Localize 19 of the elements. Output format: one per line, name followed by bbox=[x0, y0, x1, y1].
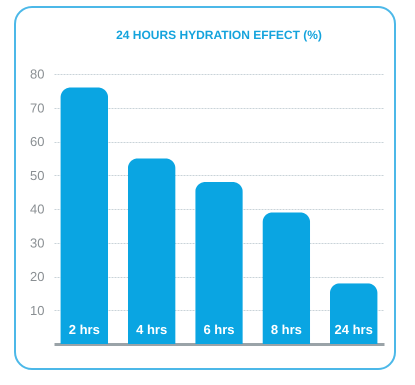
x-tick-label: 2 hrs bbox=[68, 322, 100, 337]
bar bbox=[330, 283, 378, 344]
bar bbox=[262, 212, 310, 344]
bar bbox=[128, 158, 176, 344]
bar bbox=[195, 182, 243, 344]
y-tick-label: 60 bbox=[30, 134, 44, 149]
y-tick-label: 30 bbox=[30, 235, 44, 250]
y-tick-label: 50 bbox=[30, 168, 44, 183]
y-tick-label: 20 bbox=[30, 269, 44, 284]
y-tick-label: 40 bbox=[30, 202, 44, 216]
y-tick-label: 10 bbox=[30, 302, 44, 318]
x-tick-label: 6 hrs bbox=[203, 322, 235, 337]
x-tick-label: 4 hrs bbox=[136, 322, 168, 337]
x-tick-label: 24 hrs bbox=[334, 322, 373, 337]
y-tick-label: 80 bbox=[30, 66, 44, 82]
y-tick-label: 70 bbox=[30, 100, 44, 116]
x-tick-label: 8 hrs bbox=[270, 322, 302, 337]
bar bbox=[60, 88, 108, 344]
chart-title: 24 HOURS HYDRATION EFFECT (%) bbox=[116, 28, 322, 42]
